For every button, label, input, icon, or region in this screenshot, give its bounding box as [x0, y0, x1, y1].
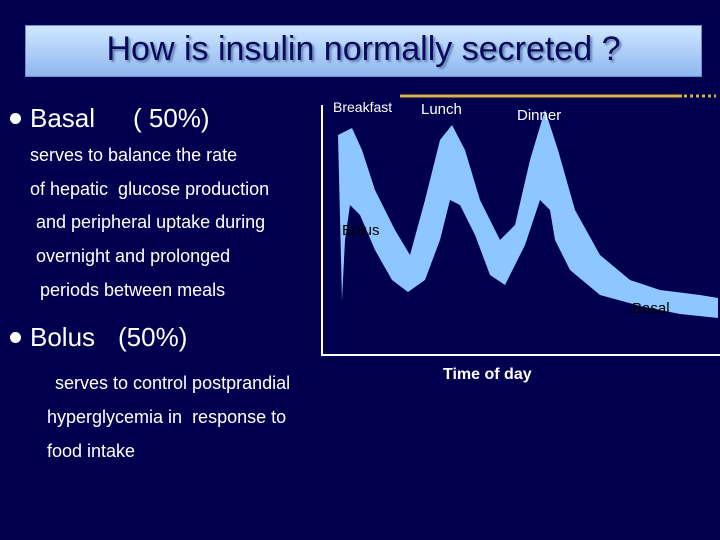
body-line: periods between meals [40, 280, 226, 300]
body-line: overnight and prolonged [36, 246, 231, 266]
body-line: and peripheral uptake during [36, 212, 266, 232]
meal-label: Breakfast [333, 99, 393, 115]
body-line: of hepatic glucose production [30, 179, 270, 199]
bullet-share: (50%) [118, 322, 188, 352]
basal-label: Basal [632, 300, 670, 317]
body-line: hyperglycemia in response to [47, 407, 287, 427]
bullet-share: ( 50%) [133, 103, 210, 133]
title-box: How is insulin normally secreted ? [25, 25, 702, 77]
body-line: serves to balance the rate [30, 145, 238, 165]
body-line: food intake [47, 441, 136, 461]
bullet-label: Basal [30, 103, 96, 133]
bullet-dot [10, 113, 21, 124]
bullet-label: Bolus [30, 322, 96, 352]
title: How is insulin normally secreted ? [106, 30, 621, 68]
meal-label: Dinner [517, 107, 562, 124]
x-axis-label: Time of day [443, 366, 532, 383]
insulin-band [338, 110, 718, 318]
bolus-label: Bolus [342, 222, 380, 239]
meal-label: Lunch [421, 101, 462, 118]
body-line: serves to control postprandial [55, 373, 291, 393]
bullet-dot [10, 332, 21, 343]
